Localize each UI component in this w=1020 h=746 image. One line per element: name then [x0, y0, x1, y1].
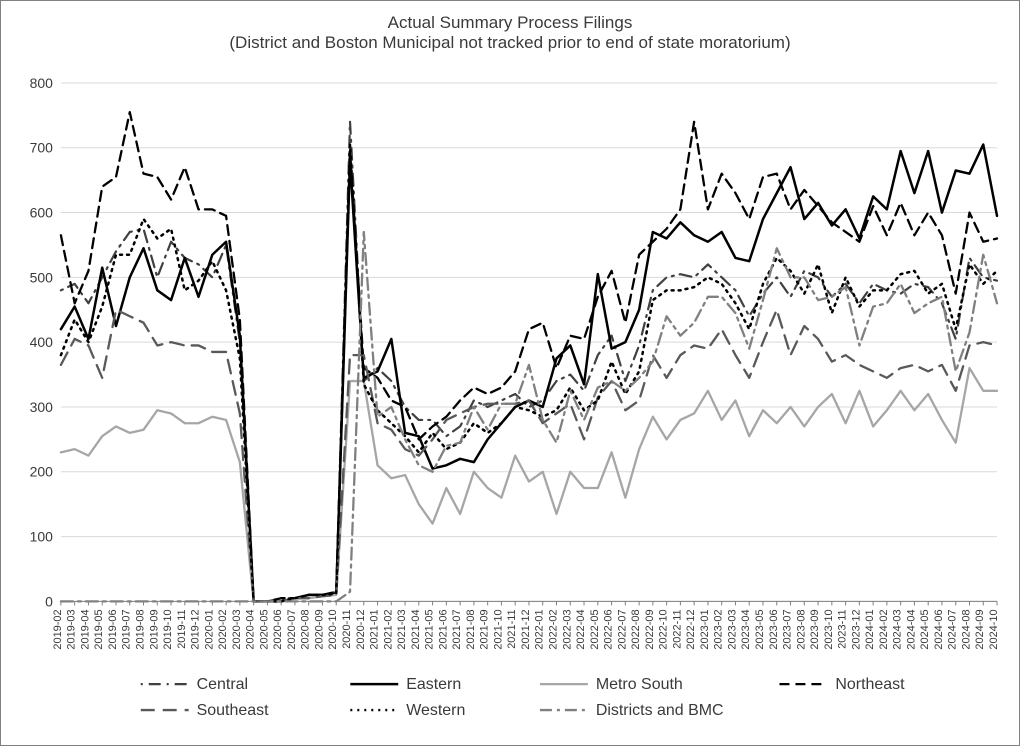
legend-label-central: Central — [197, 676, 248, 693]
svg-text:2021-10: 2021-10 — [492, 609, 504, 649]
chart-title-line2: (District and Boston Municipal not track… — [1, 33, 1019, 53]
svg-text:2024-06: 2024-06 — [933, 609, 945, 649]
svg-text:2019-06: 2019-06 — [107, 609, 119, 649]
series-metro-south — [61, 368, 997, 601]
svg-text:2020-10: 2020-10 — [327, 609, 339, 649]
svg-text:2023-06: 2023-06 — [768, 609, 780, 649]
svg-text:2023-03: 2023-03 — [726, 609, 738, 649]
svg-text:2022-03: 2022-03 — [561, 609, 573, 649]
svg-text:2020-07: 2020-07 — [286, 609, 298, 649]
svg-text:2022-02: 2022-02 — [547, 609, 559, 649]
svg-text:2020-09: 2020-09 — [313, 609, 325, 649]
svg-text:2020-01: 2020-01 — [203, 609, 215, 649]
svg-text:2019-05: 2019-05 — [93, 609, 105, 649]
svg-text:2024-07: 2024-07 — [947, 609, 959, 649]
svg-text:2022-08: 2022-08 — [630, 609, 642, 649]
svg-text:300: 300 — [30, 399, 54, 415]
svg-text:2024-03: 2024-03 — [892, 609, 904, 649]
chart-area: 01002003004005006007008002019-022019-032… — [11, 63, 1009, 731]
svg-text:2019-03: 2019-03 — [66, 609, 78, 649]
svg-text:2019-09: 2019-09 — [148, 609, 160, 649]
svg-text:2021-12: 2021-12 — [520, 609, 532, 649]
series-eastern — [61, 145, 997, 602]
svg-text:2024-08: 2024-08 — [960, 609, 972, 649]
svg-text:2023-07: 2023-07 — [782, 609, 794, 649]
svg-text:2023-05: 2023-05 — [754, 609, 766, 649]
svg-text:2020-06: 2020-06 — [272, 609, 284, 649]
svg-text:2023-11: 2023-11 — [837, 609, 849, 648]
svg-text:2019-08: 2019-08 — [134, 609, 146, 649]
svg-text:700: 700 — [30, 140, 54, 156]
svg-text:2022-10: 2022-10 — [658, 609, 670, 649]
chart-frame: Actual Summary Process Filings (District… — [0, 0, 1020, 746]
svg-text:2022-04: 2022-04 — [575, 609, 587, 649]
chart-title: Actual Summary Process Filings (District… — [1, 13, 1019, 53]
svg-text:2019-04: 2019-04 — [79, 609, 91, 649]
svg-text:2021-07: 2021-07 — [451, 609, 463, 649]
legend-label-eastern: Eastern — [406, 676, 461, 693]
svg-text:2021-01: 2021-01 — [369, 609, 381, 649]
svg-text:0: 0 — [45, 593, 53, 609]
svg-text:2023-08: 2023-08 — [795, 609, 807, 649]
svg-text:2022-07: 2022-07 — [616, 609, 628, 649]
svg-text:500: 500 — [30, 269, 54, 285]
svg-text:600: 600 — [30, 205, 54, 221]
series-western — [61, 145, 997, 602]
svg-text:800: 800 — [30, 75, 54, 91]
svg-text:2020-11: 2020-11 — [341, 609, 353, 648]
svg-text:2021-11: 2021-11 — [506, 609, 518, 648]
svg-text:2023-09: 2023-09 — [809, 609, 821, 649]
series-northeast — [61, 112, 997, 601]
svg-text:2020-02: 2020-02 — [217, 609, 229, 649]
svg-text:200: 200 — [30, 464, 54, 480]
svg-text:2022-05: 2022-05 — [589, 609, 601, 649]
svg-text:2020-03: 2020-03 — [231, 609, 243, 649]
svg-text:2022-09: 2022-09 — [644, 609, 656, 649]
svg-text:2021-02: 2021-02 — [382, 609, 394, 649]
svg-text:2019-02: 2019-02 — [52, 609, 64, 649]
svg-text:2019-12: 2019-12 — [190, 609, 202, 649]
svg-text:2020-08: 2020-08 — [300, 609, 312, 649]
svg-text:400: 400 — [30, 334, 54, 350]
svg-text:2021-03: 2021-03 — [396, 609, 408, 649]
svg-text:2024-02: 2024-02 — [878, 609, 890, 649]
svg-text:2021-06: 2021-06 — [437, 609, 449, 649]
svg-text:2023-01: 2023-01 — [699, 609, 711, 649]
svg-text:2022-12: 2022-12 — [685, 609, 697, 649]
series-central — [61, 122, 997, 602]
svg-text:2022-01: 2022-01 — [534, 609, 546, 649]
svg-text:100: 100 — [30, 529, 54, 545]
svg-text:2020-04: 2020-04 — [245, 609, 257, 649]
svg-text:2020-05: 2020-05 — [258, 609, 270, 649]
svg-text:2022-06: 2022-06 — [603, 609, 615, 649]
legend-label-southeast: Southeast — [197, 702, 269, 719]
svg-text:2021-09: 2021-09 — [479, 609, 491, 649]
legend-label-northeast: Northeast — [835, 676, 905, 693]
svg-text:2019-10: 2019-10 — [162, 609, 174, 649]
svg-text:2024-05: 2024-05 — [919, 609, 931, 649]
svg-text:2024-01: 2024-01 — [864, 609, 876, 649]
svg-text:2020-12: 2020-12 — [355, 609, 367, 649]
svg-text:2023-02: 2023-02 — [713, 609, 725, 649]
legend-label-western: Western — [406, 702, 465, 719]
chart-title-line1: Actual Summary Process Filings — [1, 13, 1019, 33]
legend-label-metro-south: Metro South — [596, 676, 683, 693]
svg-text:2023-04: 2023-04 — [740, 609, 752, 649]
svg-text:2024-09: 2024-09 — [974, 609, 986, 649]
series-southeast — [61, 310, 997, 602]
svg-text:2019-11: 2019-11 — [176, 609, 188, 648]
svg-text:2024-04: 2024-04 — [905, 609, 917, 649]
svg-text:2021-04: 2021-04 — [410, 609, 422, 649]
svg-text:2021-08: 2021-08 — [465, 609, 477, 649]
svg-text:2022-11: 2022-11 — [671, 609, 683, 648]
svg-text:2019-07: 2019-07 — [121, 609, 133, 649]
svg-text:2023-10: 2023-10 — [823, 609, 835, 649]
svg-text:2024-10: 2024-10 — [988, 609, 1000, 649]
svg-text:2021-05: 2021-05 — [424, 609, 436, 649]
svg-text:2023-12: 2023-12 — [850, 609, 862, 649]
chart-svg: 01002003004005006007008002019-022019-032… — [11, 63, 1009, 731]
legend-label-districts-and-bmc: Districts and BMC — [596, 702, 724, 719]
